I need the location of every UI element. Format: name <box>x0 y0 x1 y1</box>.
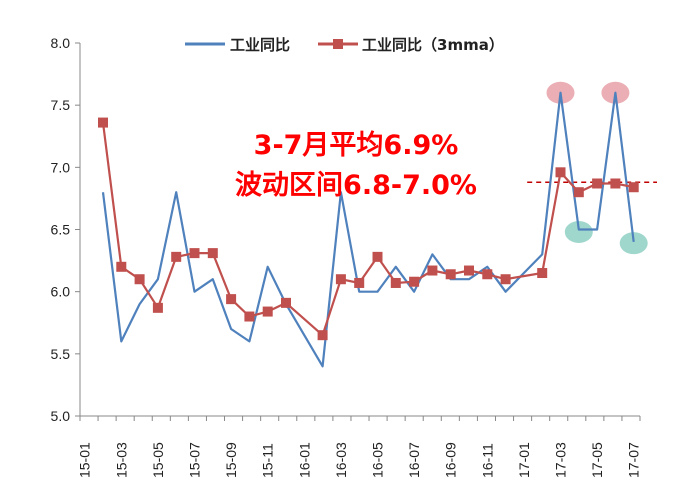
x-tick-label: 16-09 <box>443 442 459 478</box>
series-line-2 <box>101 122 634 337</box>
series-2-marker <box>317 330 328 341</box>
series-2-marker <box>610 178 621 189</box>
series-2-marker <box>152 302 163 313</box>
series-2-marker <box>226 294 237 305</box>
legend: 工业同比 工业同比（3mma） <box>185 36 504 54</box>
x-tick-label: 17-07 <box>626 442 642 478</box>
y-tick-label: 8.0 <box>51 35 71 51</box>
series-2-marker <box>390 277 401 288</box>
x-tick-label: 17-03 <box>553 442 569 478</box>
y-tick-label: 6.5 <box>51 222 71 238</box>
y-tick-label: 6.0 <box>51 284 71 300</box>
legend-label-series-1: 工业同比 <box>230 36 290 54</box>
x-tick-label: 16-07 <box>406 442 422 478</box>
series-2-marker <box>281 297 291 308</box>
series-2-marker <box>116 261 127 272</box>
x-tick-label: 17-05 <box>589 442 605 478</box>
series-2-marker <box>592 178 603 189</box>
x-tick-label: 16-05 <box>370 442 386 478</box>
series-2-marker <box>628 182 639 193</box>
x-tick-label: 15-09 <box>223 442 239 478</box>
series-2-marker <box>500 274 511 285</box>
y-tick-label: 5.0 <box>51 408 71 424</box>
series-2-marker <box>555 167 566 178</box>
series-2-marker <box>537 268 548 279</box>
series-2-marker <box>354 277 365 288</box>
x-tick-label: 15-01 <box>77 442 93 478</box>
series-2-marker <box>171 251 182 262</box>
x-tick-label: 16-11 <box>479 443 495 478</box>
x-tick-label: 15-11 <box>260 443 276 478</box>
highlight-layer <box>546 81 648 255</box>
y-tick-label: 7.0 <box>51 159 71 175</box>
series-line-1 <box>101 91 635 368</box>
series-2-marker <box>482 269 493 280</box>
y-tick-label: 7.5 <box>51 97 71 113</box>
series-2-marker <box>445 269 456 280</box>
x-tick-label: 15-03 <box>113 442 129 478</box>
series-2-marker <box>464 265 474 276</box>
series-2-marker <box>98 117 108 128</box>
x-tick-label: 16-01 <box>296 442 312 478</box>
series-2-marker <box>262 306 273 317</box>
x-tick-label: 16-03 <box>333 442 349 478</box>
annotation-average: 3-7月平均6.9% <box>254 130 459 161</box>
x-tick-label: 15-07 <box>187 442 203 478</box>
series-layer <box>98 91 639 368</box>
series-2-marker <box>335 274 346 285</box>
x-axis: 15-01 15-03 15-05 15-07 15-09 15-11 16-01 16-03… <box>77 415 642 478</box>
series-2-marker <box>244 311 255 322</box>
x-tick-label: 15-05 <box>150 442 166 478</box>
highlight-ellipse <box>619 232 648 255</box>
series-2-marker <box>427 265 438 276</box>
series-2-marker <box>207 248 218 259</box>
series-2-marker <box>189 248 200 259</box>
legend-marker-series-2 <box>333 39 343 49</box>
x-tick-label: 17-01 <box>516 442 532 478</box>
annotation-range: 波动区间6.8-7.0% <box>235 170 477 201</box>
y-tick-label: 5.5 <box>51 346 71 362</box>
series-2-marker <box>573 187 584 198</box>
series-2-marker <box>134 274 145 285</box>
y-axis: 5.0 5.5 6.0 6.5 7.0 7.5 8.0 <box>51 35 81 424</box>
legend-label-series-2: 工业同比（3mma） <box>362 36 504 54</box>
highlight-ellipse <box>564 220 593 243</box>
series-2-marker <box>409 276 420 287</box>
series-2-marker <box>372 251 383 262</box>
